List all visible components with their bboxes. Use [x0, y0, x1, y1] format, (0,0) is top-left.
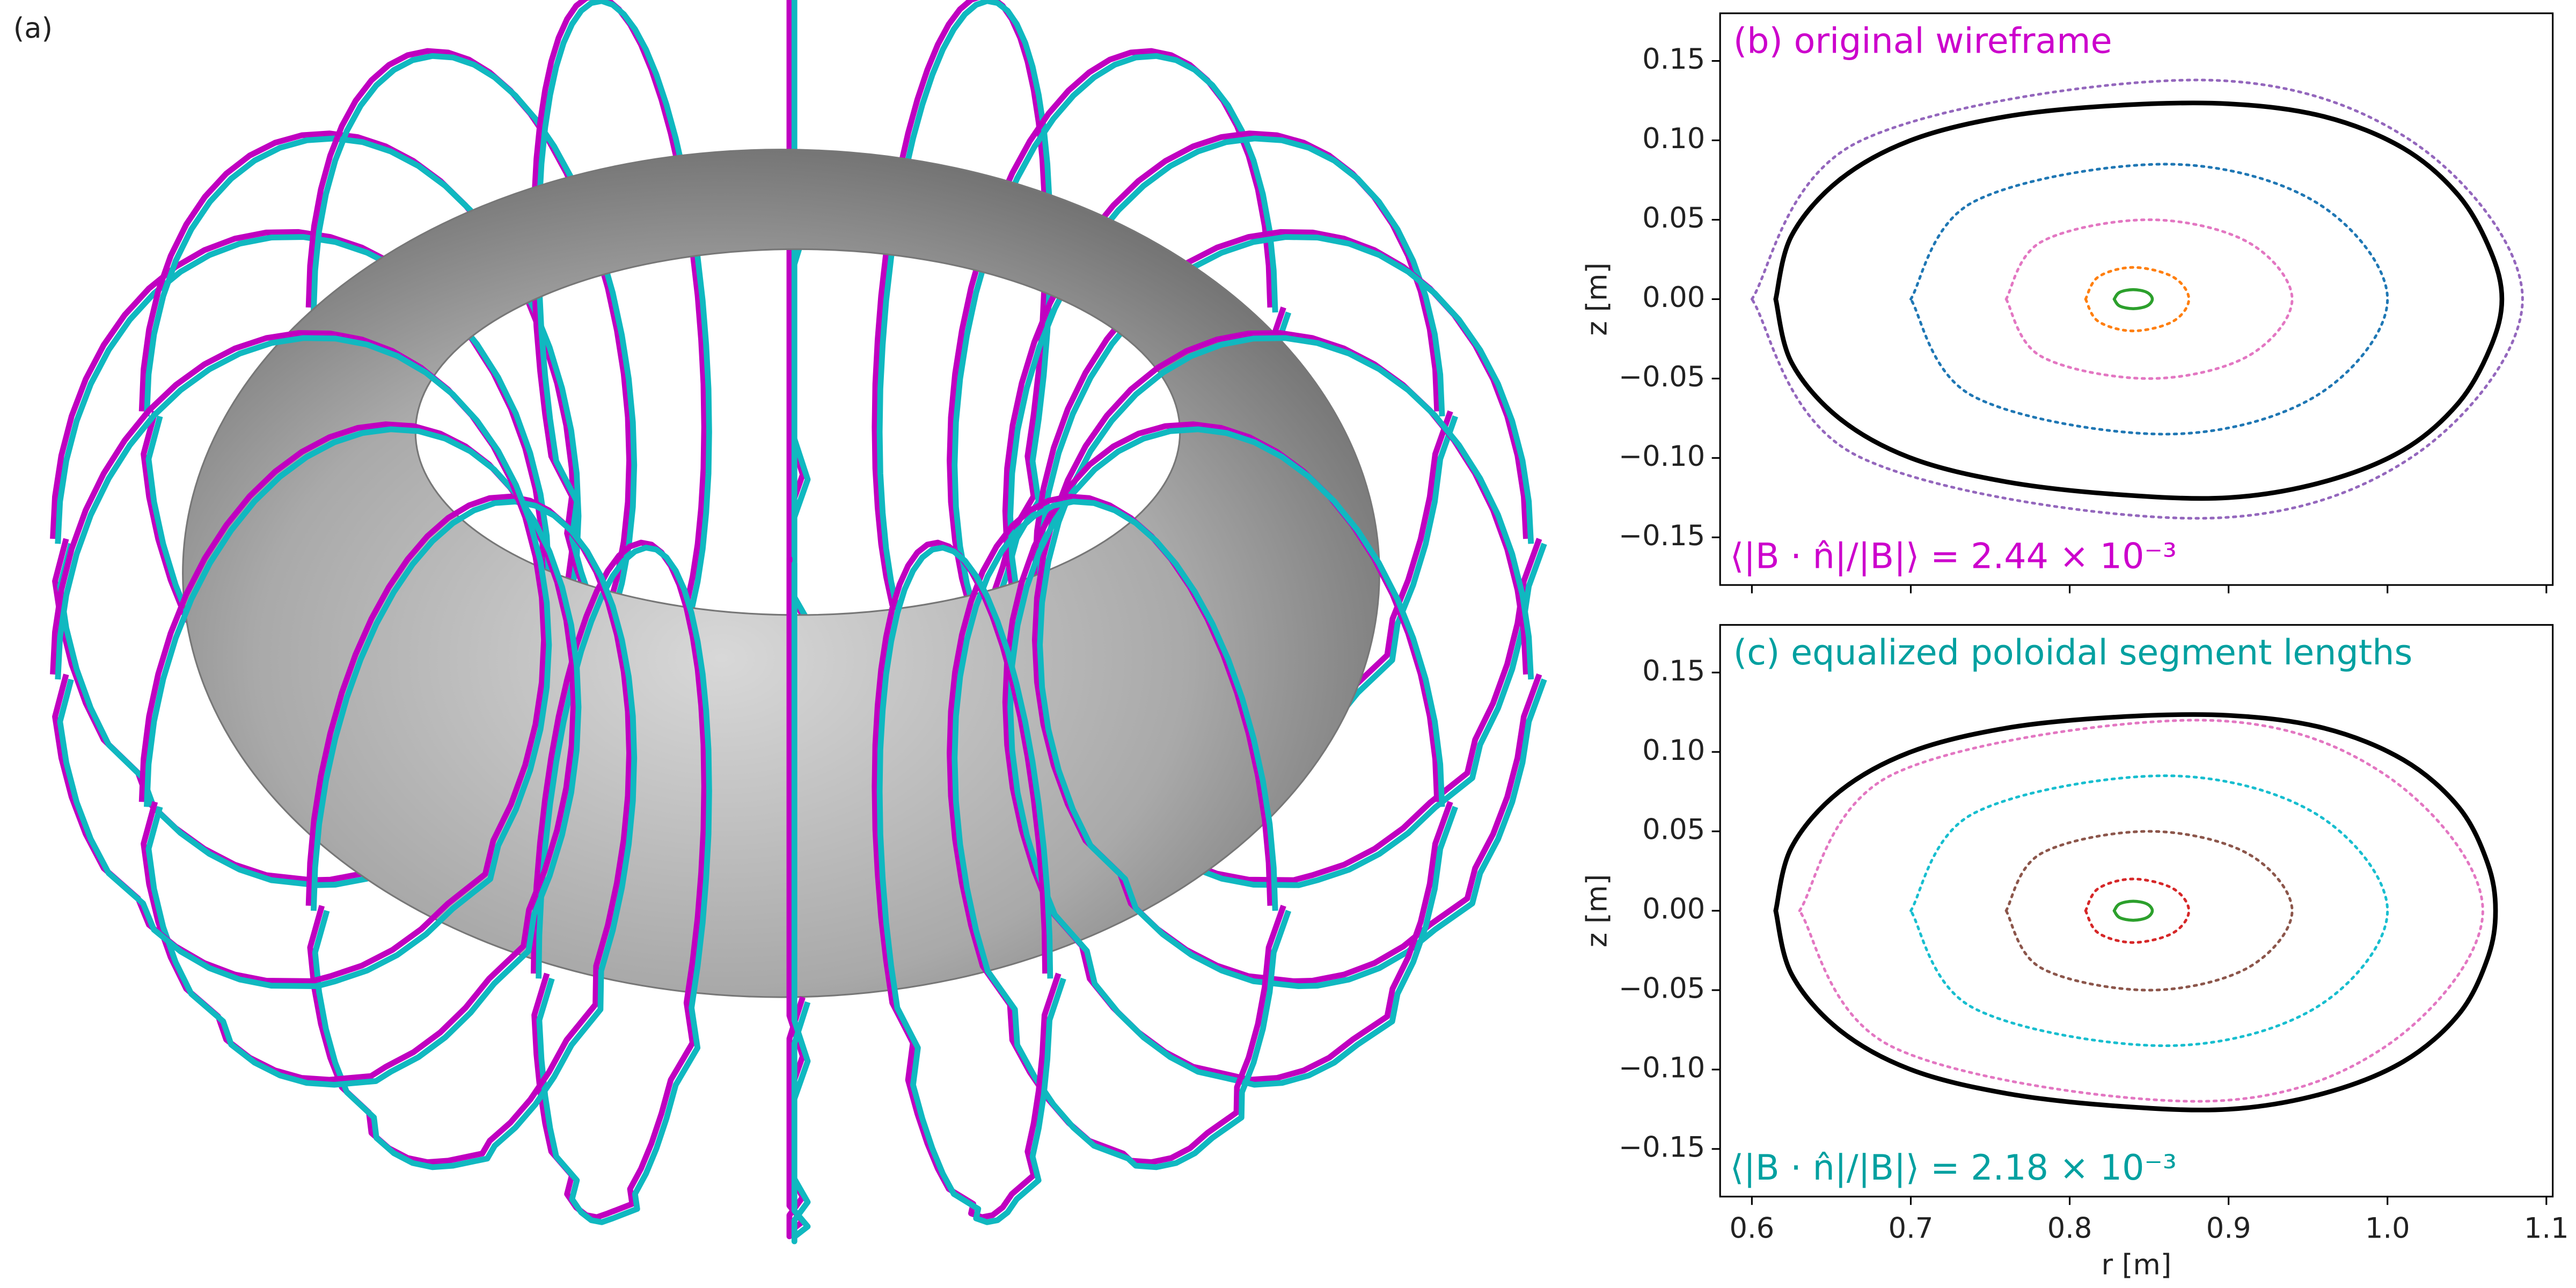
y-tick-label: 0.10: [1642, 122, 1705, 155]
x-tick-label: 0.9: [2206, 1212, 2251, 1245]
flux-surface: [1773, 100, 2505, 501]
x-tick-label: 1.1: [2524, 1212, 2569, 1245]
y-tick-label: 0.15: [1642, 655, 1705, 687]
y-tick-label: −0.10: [1619, 1052, 1705, 1085]
panel-label: (a): [13, 12, 53, 45]
torus: [182, 149, 1380, 998]
plot-area: [1750, 78, 2524, 520]
flux-surface: [1909, 163, 2389, 436]
coil: [952, 499, 1292, 1170]
y-tick-label: 0.00: [1642, 281, 1705, 314]
coil: [310, 499, 638, 1170]
coil: [872, 539, 1062, 1220]
flux-surface: [2084, 877, 2191, 944]
y-tick-label: −0.15: [1619, 519, 1705, 552]
flux-surface: [2004, 830, 2294, 992]
coil: [791, 560, 811, 1245]
coil: [1007, 426, 1458, 1088]
coil: [536, 544, 712, 1225]
plot-area: [1773, 712, 2498, 1113]
y-axis-label: z [m]: [1581, 262, 1614, 336]
flux-surface: [1773, 712, 2498, 1113]
x-tick-label: 1.0: [2365, 1212, 2410, 1245]
y-tick-label: −0.10: [1619, 440, 1705, 473]
chart-title: (c) equalized poloidal segment lengths: [1733, 633, 2412, 673]
y-tick-label: 0.05: [1642, 814, 1705, 846]
flux-surface: [2112, 288, 2154, 310]
coil: [55, 335, 552, 990]
flux-surface: [1798, 719, 2484, 1103]
flux-surface: [1909, 774, 2389, 1048]
x-tick-label: 0.8: [2047, 1212, 2092, 1245]
x-tick-label: 0.7: [1889, 1212, 1934, 1245]
y-tick-label: −0.05: [1619, 972, 1705, 1005]
coil: [786, 555, 806, 1240]
coil: [530, 0, 707, 674]
x-tick-label: 0.6: [1730, 1212, 1775, 1245]
coil: [876, 544, 1066, 1225]
axes-frame: [1719, 12, 2554, 586]
coil: [791, 0, 811, 663]
y-axis-label: z [m]: [1581, 874, 1614, 948]
y-tick-label: −0.15: [1619, 1131, 1705, 1164]
coil: [536, 0, 712, 679]
y-tick-label: −0.05: [1619, 361, 1705, 393]
coil: [144, 426, 582, 1088]
coil: [786, 0, 806, 658]
flux-surface: [2004, 218, 2294, 380]
y-tick-label: 0.15: [1642, 43, 1705, 76]
flux-surface: [2112, 899, 2154, 922]
x-axis-label: r [m]: [2102, 1248, 2172, 1281]
y-tick-label: 0.10: [1642, 734, 1705, 767]
annotation: ⟨|B · n̂|/|B|⟩ = 2.18 × 10⁻³: [1730, 1148, 2177, 1188]
y-tick-label: 0.05: [1642, 202, 1705, 235]
flux-surface: [2084, 266, 2191, 333]
annotation: ⟨|B · n̂|/|B|⟩ = 2.44 × 10⁻³: [1730, 537, 2177, 577]
chart-title: (b) original wireframe: [1733, 21, 2112, 62]
axes-frame: [1719, 624, 2554, 1198]
panel-3d: [50, 0, 1547, 1245]
flux-surface: [1750, 78, 2524, 520]
y-tick-label: 0.00: [1642, 893, 1705, 926]
